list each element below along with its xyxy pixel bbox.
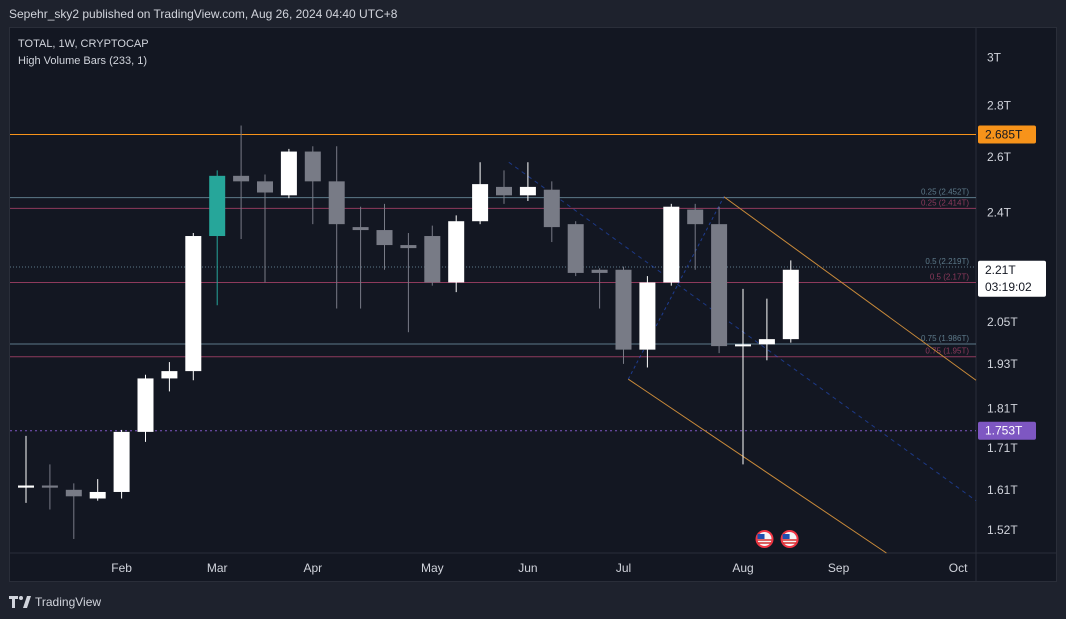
candle-body[interactable] [18,485,34,488]
us-flag-icon [757,534,765,539]
candle-body[interactable] [567,224,584,273]
candle-body[interactable] [496,186,512,196]
x-tick-label: Sep [828,561,850,575]
candle-body[interactable] [328,181,345,225]
fib-level-label: 0.75 (1.986T) [921,334,969,343]
y-tick-label: 1.52T [987,523,1018,537]
y-tick-label: 1.71T [987,441,1018,455]
channel-lower-line[interactable] [628,378,887,554]
candle-body[interactable] [543,189,560,228]
current-price-badge[interactable] [978,260,1046,297]
x-tick-label: Mar [207,561,228,575]
channel-upper-line[interactable] [723,196,977,381]
candle-body[interactable] [519,186,536,196]
y-tick-label: 2.4T [987,205,1012,219]
candle-body[interactable] [615,269,632,350]
y-tick-label: 3T [987,50,1002,64]
y-tick-label: 1.81T [987,401,1018,415]
candle-body[interactable] [591,269,608,273]
fib-level-label: 0.75 (1.95T) [925,347,969,356]
y-tick-label: 2.6T [987,150,1012,164]
y-tick-label: 2.05T [987,315,1018,329]
countdown-text: 03:19:02 [985,280,1032,294]
candle-body[interactable] [639,282,656,350]
chart-panel[interactable]: 0.25 (2.452T) 0.25 (2.414T) 0.5 (2.219T) 0.… [9,27,1057,582]
x-tick-label: Apr [303,561,322,575]
chart-legend: TOTAL, 1W, CRYPTOCAP High Volume Bars (2… [18,36,149,70]
fib-level-label: 0.25 (2.452T) [921,188,969,197]
tradingview-brand[interactable]: TradingView [9,595,101,609]
publisher-bar: Sepehr_sky2 published on TradingView.com… [0,0,1066,28]
candlestick-chart[interactable]: 0.25 (2.452T)0.25 (2.414T) 0.5 (2.219T) 0.… [10,28,1056,581]
x-tick-label: Oct [949,561,968,575]
candle-body[interactable] [424,236,441,283]
tradingview-logo-icon [9,596,31,608]
candle-body[interactable] [352,227,369,231]
brand-label: TradingView [35,595,102,609]
candle-body[interactable] [113,431,130,492]
candle-body[interactable] [280,151,297,196]
candle-body[interactable] [448,221,465,283]
candle-body[interactable] [209,175,226,237]
candle-body[interactable] [161,371,178,379]
candle-body[interactable] [782,269,799,340]
fib-level-label: 0.5 (2.17T) [930,272,969,281]
publisher-text: Sepehr_sky2 published on TradingView.com… [9,7,398,21]
channel-connector-line [627,196,725,380]
resistance-price-text: 2.685T [985,128,1023,142]
candle-body[interactable] [65,489,82,497]
candle-body[interactable] [472,184,489,222]
candle-body[interactable] [758,339,775,345]
candle-body[interactable] [376,230,393,246]
x-tick-label: Aug [732,561,753,575]
candle-body[interactable] [735,344,751,347]
y-tick-label: 1.61T [987,483,1018,497]
candle-body[interactable] [257,181,273,193]
candle-body[interactable] [233,175,250,182]
x-tick-label: Feb [111,561,132,575]
x-tick-label: Jul [616,561,631,575]
candle-body[interactable] [89,491,106,499]
candle-body[interactable] [185,236,202,372]
footer-bar: TradingView [0,582,1066,619]
candle-body[interactable] [711,224,728,347]
us-flag-icon [782,534,790,539]
current-price-text: 2.21T [985,263,1016,277]
resistance-price-badge[interactable] [978,125,1036,144]
y-tick-label: 2.8T [987,98,1012,112]
candle-body[interactable] [400,245,417,249]
candle-body[interactable] [137,378,154,432]
y-tick-label: 1.93T [987,357,1018,371]
indicator-label[interactable]: High Volume Bars (233, 1) [18,55,148,67]
symbol-label[interactable]: TOTAL, 1W, CRYPTOCAP [18,38,149,50]
support-price-badge[interactable] [978,421,1036,440]
candle-body[interactable] [663,206,680,283]
candle-body[interactable] [687,209,704,225]
candle-body[interactable] [304,151,321,182]
channel-midline [508,161,977,502]
fib-level-label: 0.25 (2.414T) [921,198,969,207]
x-tick-label: Jun [518,561,537,575]
support-price-text: 1.753T [985,424,1023,438]
candle-body[interactable] [41,485,58,488]
x-tick-label: May [421,561,444,575]
fib-level-label: 0.5 (2.219T) [925,257,969,266]
